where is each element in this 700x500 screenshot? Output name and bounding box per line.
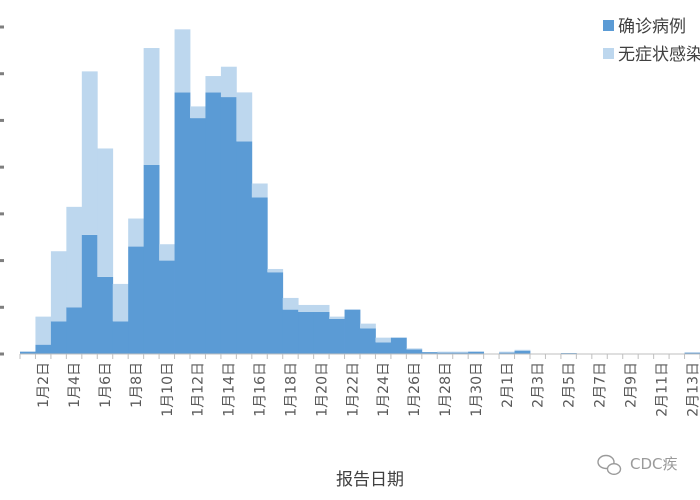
bar-asymptomatic xyxy=(236,92,253,142)
x-tick-label: 1月24日 xyxy=(376,362,392,417)
bar-confirmed xyxy=(112,321,129,354)
bar-asymptomatic xyxy=(514,349,531,351)
bar-confirmed xyxy=(468,351,485,354)
x-tick-label: 2月13日 xyxy=(685,362,700,417)
bar-asymptomatic xyxy=(205,76,222,93)
bar-asymptomatic xyxy=(251,183,268,198)
bar-confirmed xyxy=(236,141,253,354)
bar-asymptomatic xyxy=(81,71,98,235)
watermark-text: CDC疾 xyxy=(630,455,678,473)
x-tick-label: 1月2日 xyxy=(36,362,52,408)
bar-asymptomatic xyxy=(375,337,392,343)
bar-asymptomatic xyxy=(313,304,330,312)
x-tick-label: 1月8日 xyxy=(129,362,145,408)
x-tick-label: 2月7日 xyxy=(593,362,609,408)
x-tick-label: 1月12日 xyxy=(191,362,207,417)
bar-confirmed xyxy=(97,276,114,354)
bar-confirmed xyxy=(282,309,299,354)
bar-confirmed xyxy=(452,352,469,354)
bar-asymptomatic xyxy=(143,48,160,165)
bar-asymptomatic xyxy=(50,251,67,322)
bar-confirmed xyxy=(344,309,361,354)
wechat-icon xyxy=(597,454,622,476)
bar-confirmed xyxy=(174,92,191,355)
bar-asymptomatic xyxy=(360,323,376,329)
x-tick-label: 1月18日 xyxy=(283,362,299,417)
bar-asymptomatic xyxy=(159,244,175,261)
x-tick-label: 1月30日 xyxy=(469,362,485,417)
x-tick-label: 2月3日 xyxy=(531,362,547,408)
x-tick-label: 1月4日 xyxy=(67,362,83,408)
bar-confirmed xyxy=(50,321,67,354)
bar-confirmed xyxy=(375,342,392,354)
legend: 确诊病例 无症状感染者 xyxy=(603,17,700,65)
bar-asymptomatic xyxy=(112,283,129,322)
bar-asymptomatic xyxy=(190,106,206,119)
x-axis-labels: 1月2日 1月4日 1月6日 1月8日 1月10日 1月12日 1月14日 1月16日 1月18… xyxy=(36,362,700,417)
bar-confirmed xyxy=(684,352,700,354)
bar-asymptomatic xyxy=(66,206,83,308)
bar-asymptomatic xyxy=(298,304,315,312)
bar-confirmed xyxy=(437,352,454,354)
bar-confirmed xyxy=(35,344,52,354)
bar-asymptomatic xyxy=(452,351,469,353)
bar-confirmed xyxy=(220,97,237,354)
bar-confirmed xyxy=(128,246,145,354)
bar-asymptomatic xyxy=(329,316,345,319)
x-axis-ticks xyxy=(19,354,700,359)
x-tick-label: 1月10日 xyxy=(160,362,176,417)
bar-confirmed xyxy=(267,272,284,354)
bar-confirmed xyxy=(421,352,438,354)
x-tick-label: 2月9日 xyxy=(623,362,639,408)
legend-label-confirmed: 确诊病例 xyxy=(618,17,686,37)
bar-confirmed xyxy=(20,351,36,354)
x-axis-title: 报告日期 xyxy=(336,470,404,490)
x-tick-label: 1月28日 xyxy=(438,362,454,417)
x-tick-label: 1月16日 xyxy=(253,362,269,417)
bar-confirmed xyxy=(514,350,531,354)
bar-confirmed xyxy=(190,118,206,354)
y-axis-ticks xyxy=(0,25,4,356)
bar-asymptomatic xyxy=(267,268,284,273)
bar-asymptomatic xyxy=(499,351,515,353)
x-tick-label: 1月22日 xyxy=(345,362,361,417)
bar-confirmed xyxy=(251,197,268,354)
x-tick-label: 2月5日 xyxy=(562,362,578,408)
bar-confirmed xyxy=(499,352,515,354)
bar-asymptomatic xyxy=(35,316,52,345)
bar-asymptomatic xyxy=(406,348,423,350)
bar-confirmed xyxy=(298,311,315,354)
bar-confirmed xyxy=(360,328,376,354)
legend-swatch-asymptomatic xyxy=(603,48,614,59)
x-tick-label: 1月26日 xyxy=(407,362,423,417)
bar-confirmed xyxy=(390,337,407,354)
x-tick-label: 2月1日 xyxy=(500,362,516,408)
bar-asymptomatic xyxy=(437,351,454,353)
bars xyxy=(20,29,700,355)
bar-asymptomatic xyxy=(174,29,191,93)
legend-swatch-confirmed xyxy=(603,20,614,31)
watermark: CDC疾 xyxy=(597,454,678,476)
bar-confirmed xyxy=(81,234,98,354)
bar-asymptomatic xyxy=(97,148,114,277)
bar-confirmed xyxy=(329,318,345,354)
x-tick-label: 1月14日 xyxy=(222,362,238,417)
bar-asymptomatic xyxy=(220,66,237,98)
bar-asymptomatic xyxy=(128,218,145,247)
bar-asymptomatic xyxy=(282,297,299,310)
legend-label-asymptomatic: 无症状感染者 xyxy=(618,45,700,65)
bar-confirmed xyxy=(159,260,175,354)
bar-confirmed xyxy=(143,164,160,354)
x-tick-label: 1月6日 xyxy=(98,362,114,408)
bar-confirmed xyxy=(66,307,83,354)
bar-confirmed xyxy=(406,349,423,354)
bar-confirmed xyxy=(313,311,330,354)
x-tick-label: 2月11日 xyxy=(654,362,670,417)
x-tick-label: 1月20日 xyxy=(314,362,330,417)
bar-confirmed xyxy=(205,92,222,355)
